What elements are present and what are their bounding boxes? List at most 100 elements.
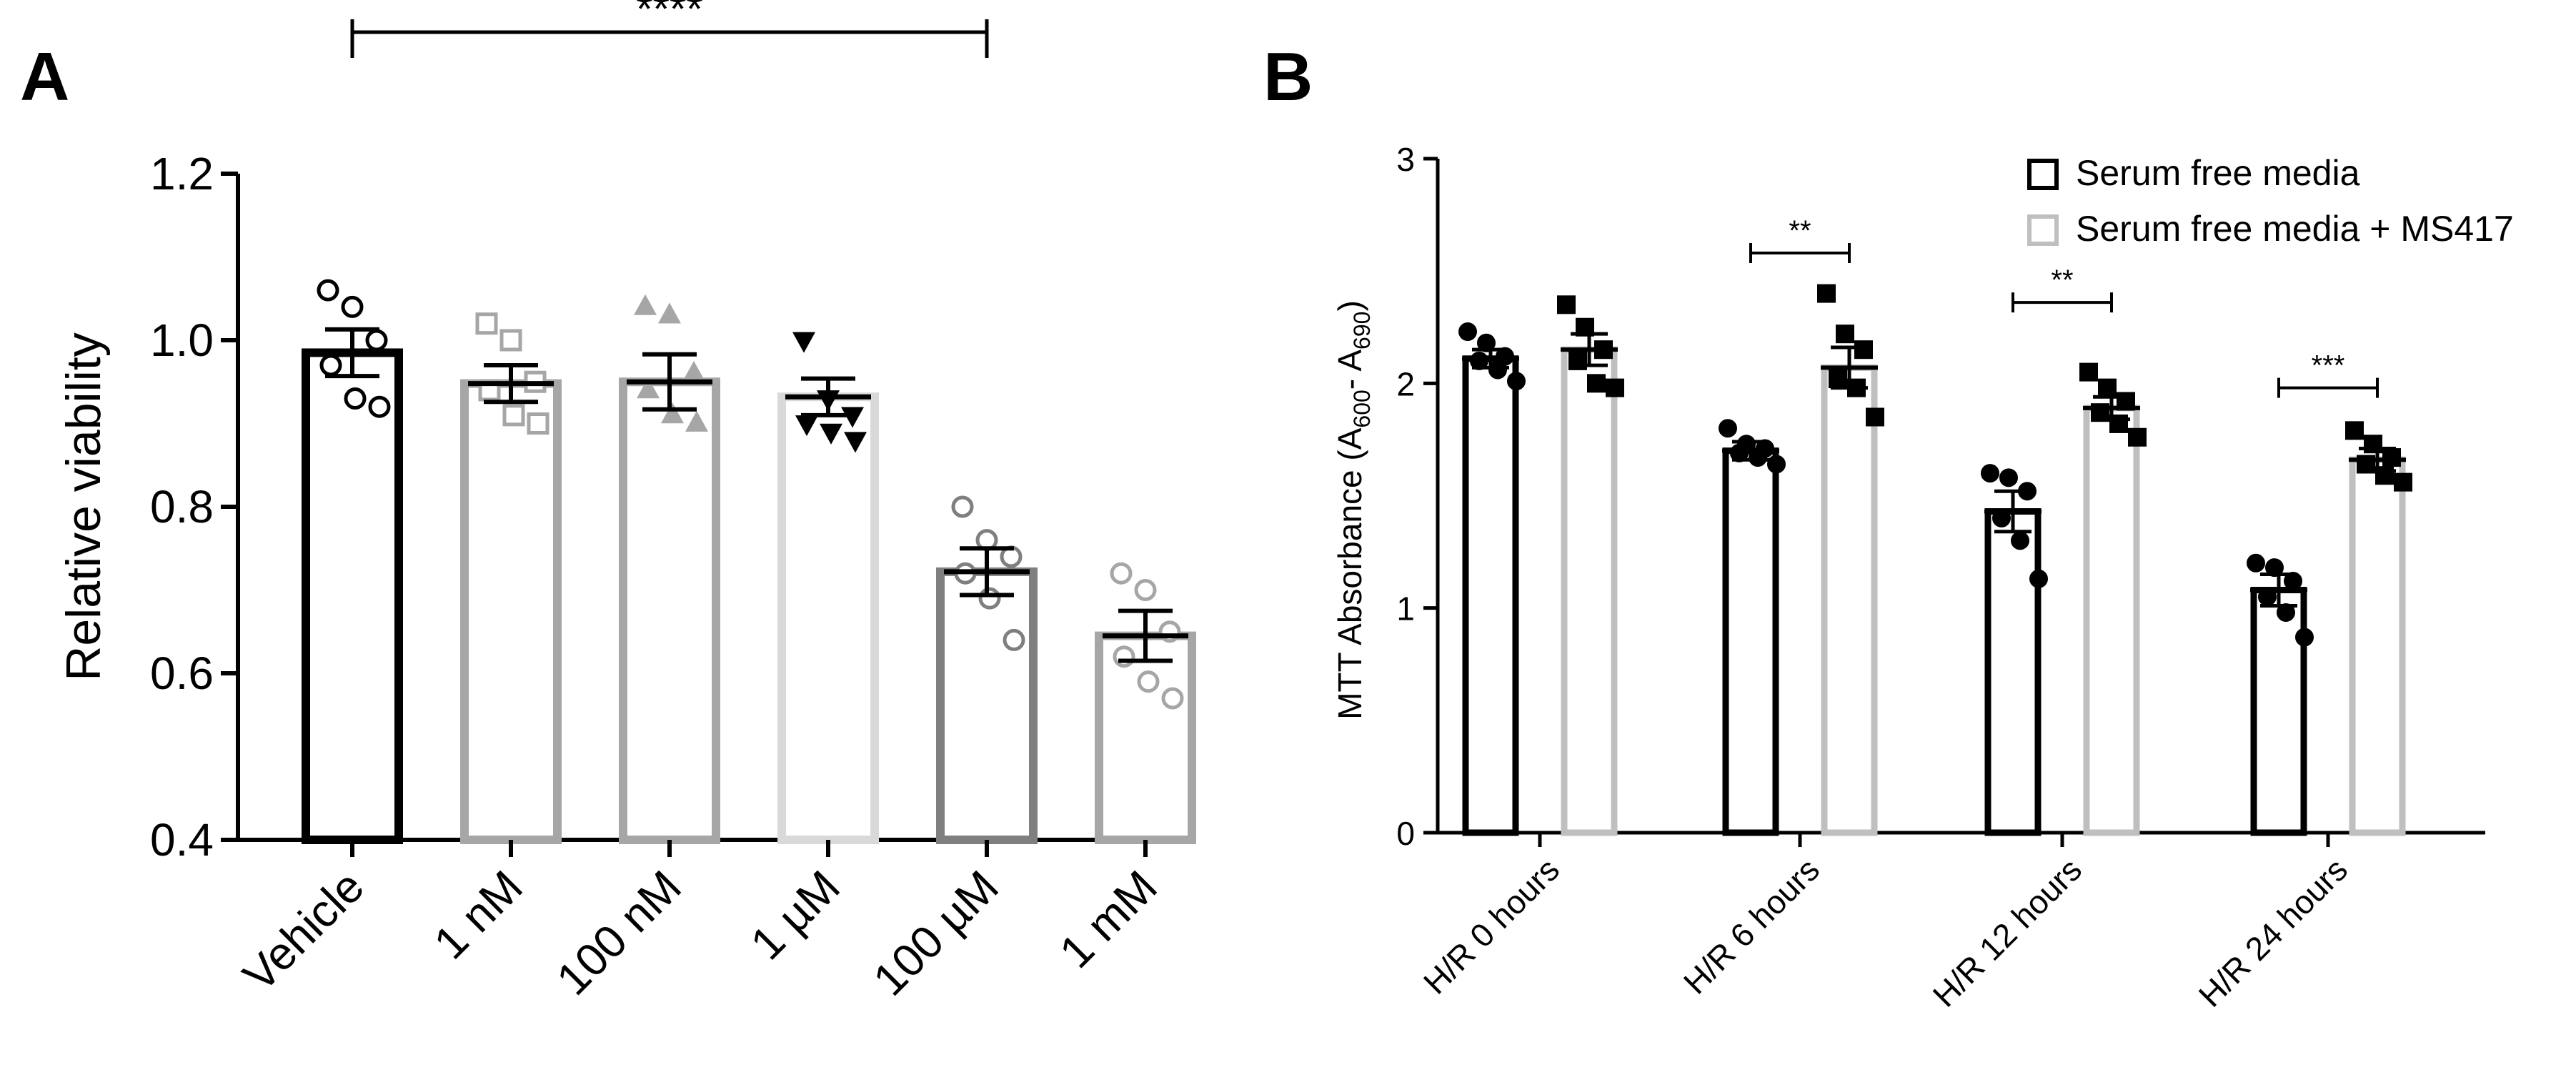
data-point xyxy=(317,279,339,302)
bar xyxy=(1561,346,1618,836)
panel-label-a: A xyxy=(20,39,69,115)
data-point xyxy=(2011,531,2029,550)
data-point xyxy=(2345,421,2364,440)
x-tick-label: 100 µM xyxy=(863,861,1008,1006)
data-point xyxy=(1458,322,1477,342)
x-tick-label: H/R 0 hours xyxy=(1416,851,1566,1001)
data-point xyxy=(682,360,705,382)
data-point xyxy=(475,312,498,335)
y-tick-label: 1.2 xyxy=(150,148,214,199)
data-point xyxy=(1488,360,1507,380)
data-point xyxy=(1817,284,1836,303)
significance-label: **** xyxy=(636,0,702,33)
x-tick-label: H/R 12 hours xyxy=(1926,851,2089,1014)
data-point xyxy=(661,402,684,424)
data-point xyxy=(1854,340,1873,360)
data-point xyxy=(368,395,391,418)
x-tick-label: 1 mM xyxy=(1050,861,1167,978)
bar xyxy=(1984,508,2042,836)
data-point xyxy=(685,410,708,432)
data-point xyxy=(820,423,842,445)
y-axis-label-subscript: 600 xyxy=(1349,390,1375,427)
data-point xyxy=(1113,645,1135,668)
y-tick-label: 1.0 xyxy=(150,314,214,366)
x-tick-label: 1 nM xyxy=(424,861,532,969)
y-axis-label-part: ) xyxy=(1331,300,1368,311)
data-point xyxy=(527,412,549,435)
data-point xyxy=(1767,455,1786,474)
y-tick-label: 0.8 xyxy=(150,481,214,532)
data-point xyxy=(2079,362,2098,382)
data-point xyxy=(634,294,657,315)
data-point xyxy=(2295,628,2314,647)
legend-label: Serum free media + MS417 xyxy=(2076,209,2514,249)
y-tick-label: 0.4 xyxy=(150,814,214,866)
bar xyxy=(619,377,720,844)
data-point xyxy=(1829,370,1847,389)
x-tick-label: H/R 24 hours xyxy=(2192,851,2354,1014)
bar xyxy=(777,392,879,844)
data-point xyxy=(502,404,525,427)
data-point xyxy=(1836,325,1854,344)
significance-label: ** xyxy=(2051,264,2073,296)
data-point xyxy=(1606,378,1624,397)
y-tick-label: 2 xyxy=(1396,365,1415,402)
data-point xyxy=(637,377,660,399)
data-point xyxy=(319,354,342,377)
data-point xyxy=(1719,419,1737,438)
data-point xyxy=(2265,558,2284,578)
bar xyxy=(2250,587,2307,836)
y-axis-label-part: MTT Absorbance (A xyxy=(1331,427,1368,720)
data-point xyxy=(1137,670,1160,693)
data-point xyxy=(658,302,681,324)
significance-label: *** xyxy=(2312,350,2345,382)
bar xyxy=(302,348,403,845)
bar xyxy=(1821,364,1878,836)
data-point xyxy=(792,332,815,353)
data-point xyxy=(344,387,367,410)
data-point xyxy=(2128,427,2147,447)
y-axis-label-part: - A xyxy=(1331,350,1368,390)
data-point xyxy=(2247,553,2265,573)
y-tick-label: 0.6 xyxy=(150,648,214,699)
data-point xyxy=(1587,374,1606,393)
y-tick-label: 3 xyxy=(1396,141,1415,178)
panel-a-chart: 0.4 0.6 0.8 1.0 1.2 Relative viability Vehicle… xyxy=(56,0,1196,1006)
bar xyxy=(2349,456,2406,836)
y-tick-label: 0 xyxy=(1396,815,1415,852)
data-point xyxy=(1003,628,1025,651)
data-point xyxy=(1477,333,1496,352)
data-point xyxy=(499,329,522,352)
legend-swatch xyxy=(2027,159,2059,190)
data-point xyxy=(978,587,1001,610)
y-axis-label-subscript: 690 xyxy=(1349,312,1375,350)
data-point xyxy=(2277,603,2295,622)
data-point xyxy=(1110,562,1133,585)
data-point xyxy=(2029,569,2048,588)
legend-label: Serum free media xyxy=(2076,153,2360,193)
data-point xyxy=(1134,579,1157,601)
data-point xyxy=(1866,407,1884,427)
data-point xyxy=(365,329,388,352)
panel-label-b: B xyxy=(1263,39,1313,115)
bar xyxy=(2083,405,2140,836)
data-point xyxy=(1161,687,1184,710)
x-tick-label: Vehicle xyxy=(233,861,374,1001)
data-point xyxy=(1999,468,2018,487)
x-tick-label: H/R 6 hours xyxy=(1676,851,1826,1001)
bar xyxy=(1722,447,1779,836)
data-point xyxy=(1507,372,1526,391)
bar xyxy=(1095,631,1196,844)
bar xyxy=(1462,355,1519,836)
data-point xyxy=(2382,448,2401,467)
y-tick-label: 1 xyxy=(1396,590,1415,628)
data-point xyxy=(951,495,974,518)
y-axis-label: MTT Absorbance (A600- A690) xyxy=(1331,300,1375,720)
x-tick-label: 100 nM xyxy=(547,861,691,1005)
x-tick-label: 1 µM xyxy=(740,861,849,969)
panel-b-chart: 0 1 2 3 MTT Absorbance (A600- A690) H/R 0 hou… xyxy=(1331,141,2514,1014)
legend-swatch xyxy=(2027,214,2059,246)
data-point xyxy=(2098,378,2117,397)
bar xyxy=(936,567,1038,844)
bar xyxy=(460,379,562,844)
